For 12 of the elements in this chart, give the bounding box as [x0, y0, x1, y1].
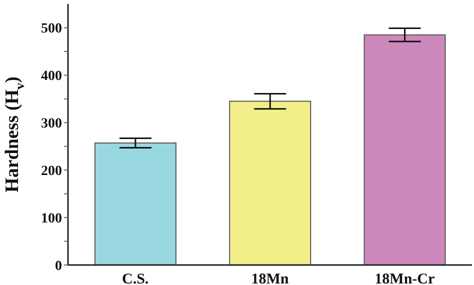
y-tick-label: 200 [41, 164, 62, 180]
x-tick-label: 18Mn [251, 272, 290, 285]
x-tick-label: 18Mn-Cr [374, 272, 435, 285]
y-tick-label: 300 [41, 116, 62, 132]
x-tick-label: C.S. [122, 272, 149, 285]
y-tick-label: 100 [41, 212, 62, 227]
y-tick-label: 500 [41, 22, 62, 37]
y-tick-label: 0 [55, 258, 62, 274]
bar [364, 34, 446, 265]
bar [94, 142, 176, 265]
bar [229, 100, 312, 265]
y-tick-label: 400 [41, 69, 62, 84]
